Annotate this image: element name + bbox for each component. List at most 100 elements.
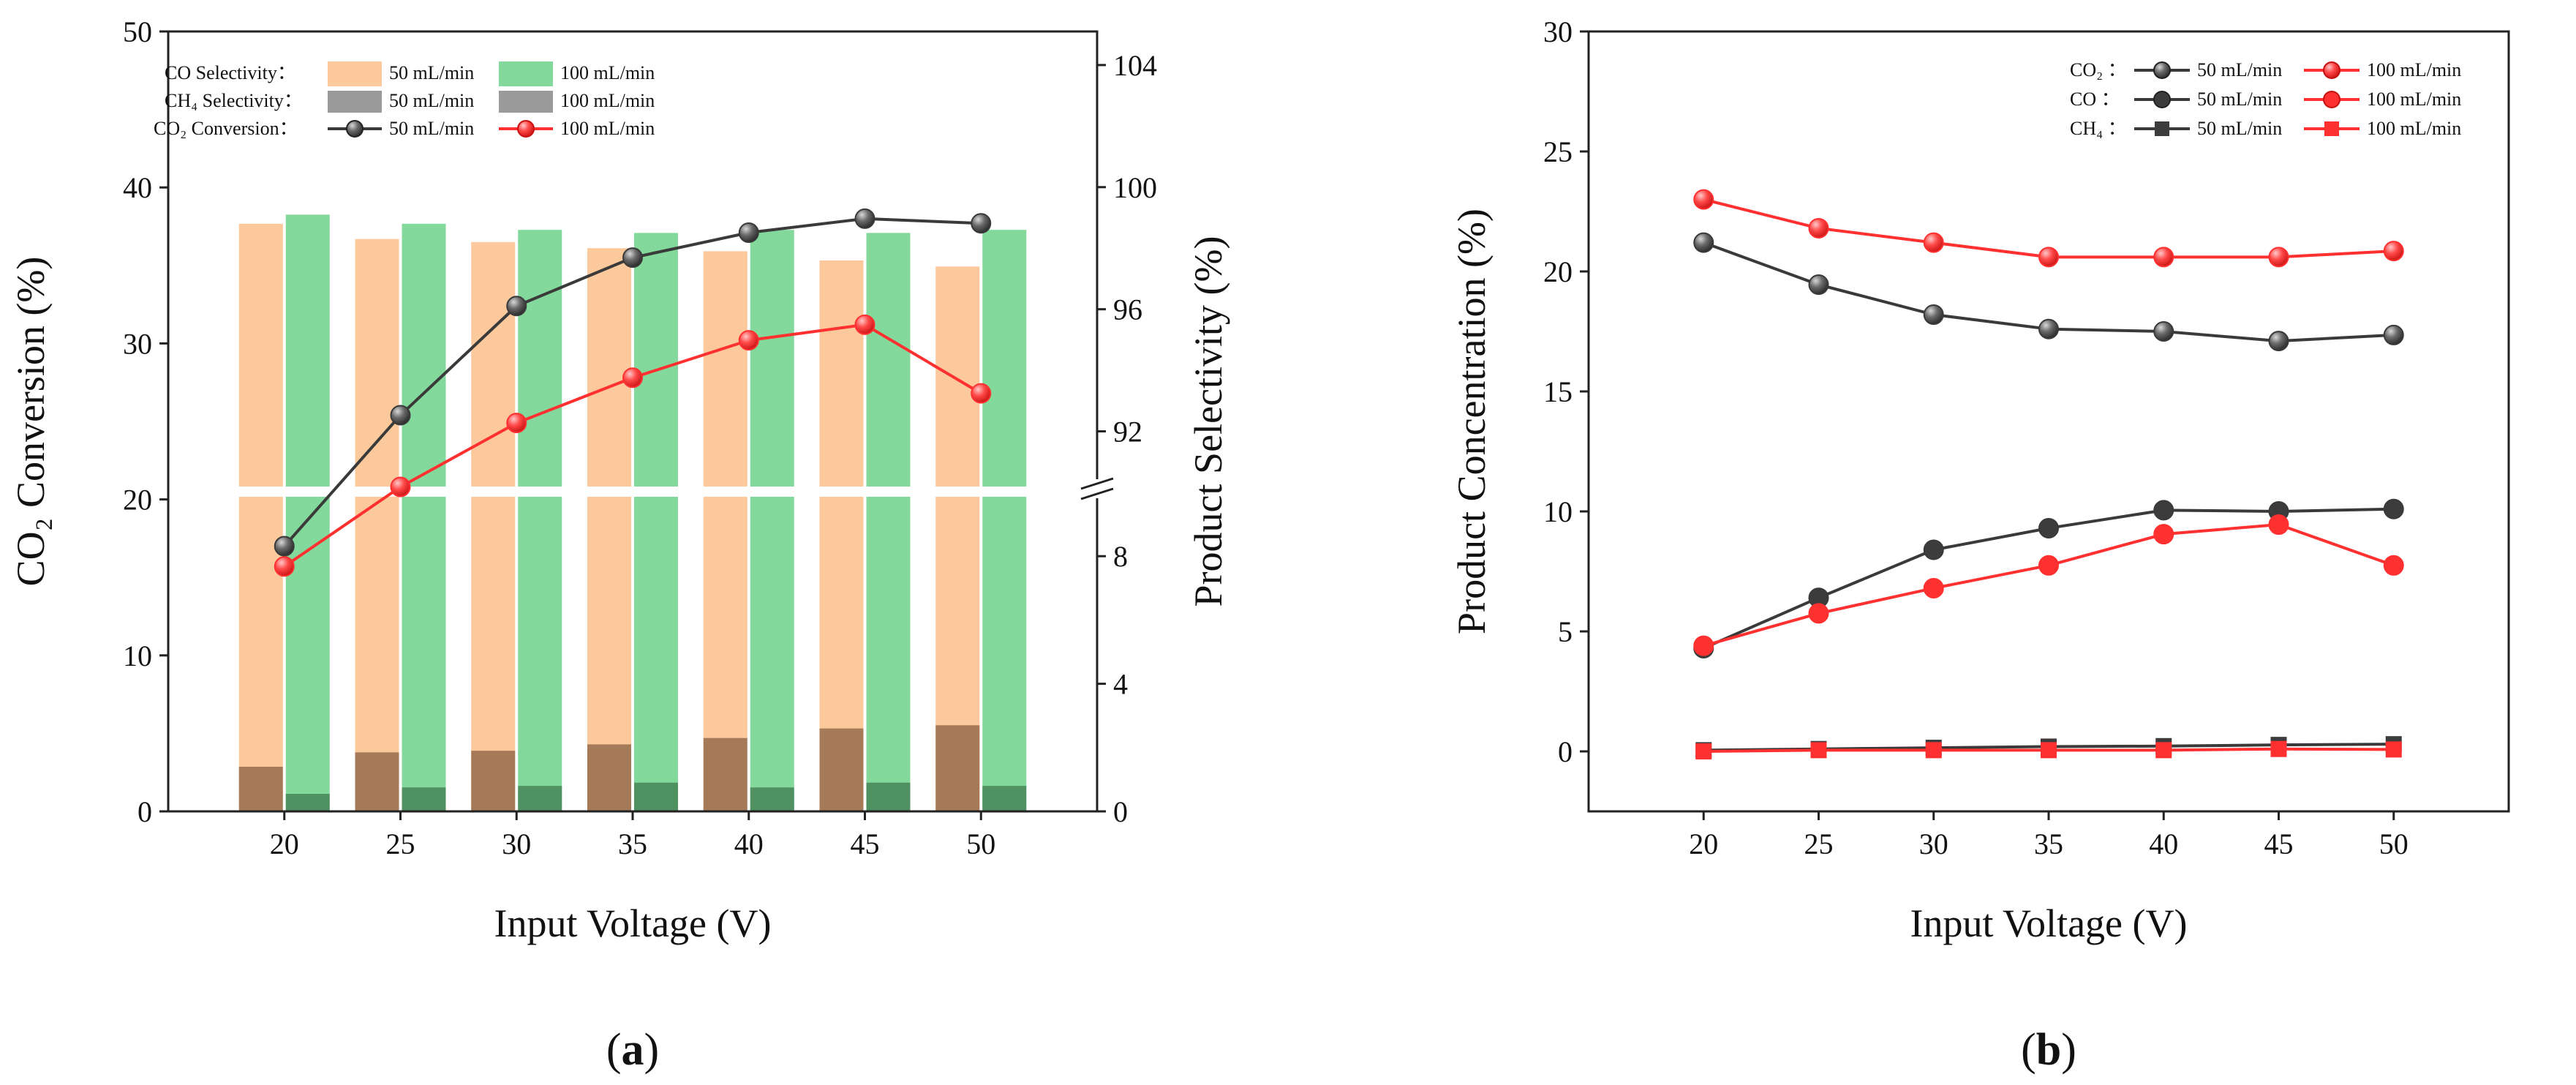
bar-ch4-100: [518, 786, 562, 811]
a-y-tick-label: 40: [123, 171, 152, 204]
a-y-tick-label: 30: [123, 327, 152, 360]
panel-label-b-letter: b: [2036, 1025, 2061, 1075]
co-100-ml-min-point: [1923, 577, 1944, 598]
co2-100-ml-min-point: [2383, 241, 2404, 262]
bar-co-100: [518, 230, 562, 812]
co2-50-ml-min-point: [1693, 232, 1714, 253]
co2-conv-50-point: [738, 222, 759, 244]
a-x-tick-label: 50: [966, 827, 995, 860]
co2-100-ml-min-point: [2153, 247, 2174, 268]
co2-100-ml-min-point: [1693, 189, 1714, 210]
b-legend: CO₂ ： 50 mL/min 100 mL/min CO ： 50 mL/mi…: [2070, 59, 2461, 139]
co-50-ml-min-point: [2153, 500, 2174, 521]
co2-50-ml-min-point: [2383, 324, 2404, 345]
bar-co-100: [982, 230, 1027, 812]
ch4-100-ml-min-point: [2385, 741, 2402, 758]
b-legend-marker: [2324, 121, 2339, 136]
bar-ch4-100: [285, 794, 330, 811]
co2-conv-100-point: [854, 314, 875, 335]
co-50-ml-min-point: [2038, 517, 2059, 538]
co-100-ml-min-point: [1693, 635, 1714, 656]
bar-ch4-50: [238, 766, 283, 811]
co2-conv-50-point: [506, 296, 527, 317]
co2-100-ml-min-point: [2268, 247, 2289, 268]
b-legend-marker: [2153, 91, 2171, 108]
panel-b: 0 5 10 15 20 25 30 20 25 30 35 40 45 50 Product Conce…: [1450, 15, 2510, 1075]
co2-50-ml-min-point: [1923, 304, 1944, 326]
ch4-100-ml-min-point: [1695, 743, 1712, 759]
a-y-axis-label: CO₂ Conversion (%): [9, 257, 53, 587]
a-legend-entry: 50 mL/min: [389, 90, 474, 111]
b-y-tick-label: 5: [1558, 615, 1573, 648]
ch4-100-ml-min-point: [2270, 740, 2287, 757]
b-y-tick-label: 15: [1543, 375, 1573, 408]
a-legend-row-label: CO Selectivity：: [165, 62, 296, 83]
b-plot-frame: [1587, 30, 2510, 813]
co-100-ml-min-line: [1703, 523, 2395, 647]
a-y-tick-label: 0: [138, 795, 152, 828]
b-x-tick-label: 35: [2034, 827, 2063, 860]
co2-conv-100-point: [274, 556, 295, 577]
co-100-ml-min-point: [2153, 524, 2174, 545]
co2-100-ml-min-point: [1808, 217, 1829, 239]
a-legend: CO Selectivity： 50 mL/min 100 mL/min CH₄…: [154, 61, 655, 139]
bar-co-100: [285, 214, 330, 811]
a-y-tick-label: 10: [123, 639, 152, 672]
co-100-ml-min-point: [2268, 514, 2289, 536]
ch4-100-ml-min-point: [2155, 742, 2172, 759]
b-legend-marker: [2323, 91, 2340, 108]
b-legend-entry: 100 mL/min: [2367, 118, 2461, 139]
panel-label-a-close: ): [644, 1025, 660, 1075]
b-x-tick-label: 30: [1919, 827, 1948, 860]
b-legend-marker: [2323, 61, 2340, 79]
co2-conv-100-point: [622, 367, 643, 388]
b-y-tick-label: 20: [1543, 255, 1573, 288]
a-legend-entry: 50 mL/min: [389, 118, 474, 139]
a-legend-entry: 50 mL/min: [389, 62, 474, 83]
co2-50-ml-min-point: [1808, 274, 1829, 296]
bar-co-50: [819, 260, 864, 811]
a-legend-swatch: [499, 91, 553, 113]
b-x-tick-label: 25: [1804, 827, 1834, 860]
ch4-100-ml-min-point: [1810, 742, 1827, 759]
bar-co-50: [587, 248, 631, 811]
a-ticks: 0 10 20 30 40 50 0 4 8 92 96 100 104 20 25 30 35 40 45 50: [123, 15, 1157, 860]
b-legend-marker: [2153, 61, 2171, 79]
a-legend-entry: 100 mL/min: [560, 118, 655, 139]
b-legend-marker: [2155, 121, 2169, 136]
a-axis-breaks: [168, 487, 1097, 497]
a-y2-tick-label: 0: [1113, 795, 1128, 828]
co2-conv-100-point: [390, 476, 411, 498]
bar-ch4-100: [750, 787, 794, 811]
a-y2-tick-label: 104: [1113, 49, 1157, 82]
a-bars: [238, 214, 1027, 812]
b-y-tick-label: 10: [1543, 495, 1573, 528]
panel-label-b: (b): [2021, 1025, 2076, 1075]
a-legend-marker: [346, 120, 364, 138]
b-legend-entry: 100 mL/min: [2367, 89, 2461, 110]
b-y-tick-label: 30: [1543, 15, 1573, 48]
panel-label-a-open: (: [606, 1025, 622, 1075]
a-y2-tick-label: 8: [1113, 540, 1128, 573]
bar-co-100: [750, 230, 794, 812]
a-y2-axis-label: Product Selectivity (%): [1186, 236, 1230, 607]
co2-50-ml-min-point: [2153, 321, 2174, 342]
b-y-tick-label: 0: [1558, 735, 1573, 768]
bar-co-100: [634, 233, 678, 811]
a-right-axis-break-mark: [1080, 477, 1114, 500]
a-legend-swatch: [328, 61, 382, 86]
b-ticks: 0 5 10 15 20 25 30 20 25 30 35 40 45 50: [1543, 15, 2409, 860]
bar-ch4-50: [587, 744, 631, 811]
a-x-tick-label: 20: [270, 827, 299, 860]
b-lines: [1693, 189, 2404, 759]
a-lines: [274, 208, 992, 577]
panel-label-a: (a): [606, 1025, 659, 1075]
a-legend-swatch: [328, 91, 382, 113]
panel-label-a-letter: a: [622, 1025, 644, 1075]
b-x-axis-label: Input Voltage (V): [1910, 901, 2188, 945]
bar-ch4-50: [471, 751, 516, 811]
co-100-ml-min-point: [2383, 555, 2404, 576]
b-legend-row-label: CH₄ ：: [2070, 118, 2127, 139]
b-legend-row-label: CO ：: [2070, 89, 2120, 110]
